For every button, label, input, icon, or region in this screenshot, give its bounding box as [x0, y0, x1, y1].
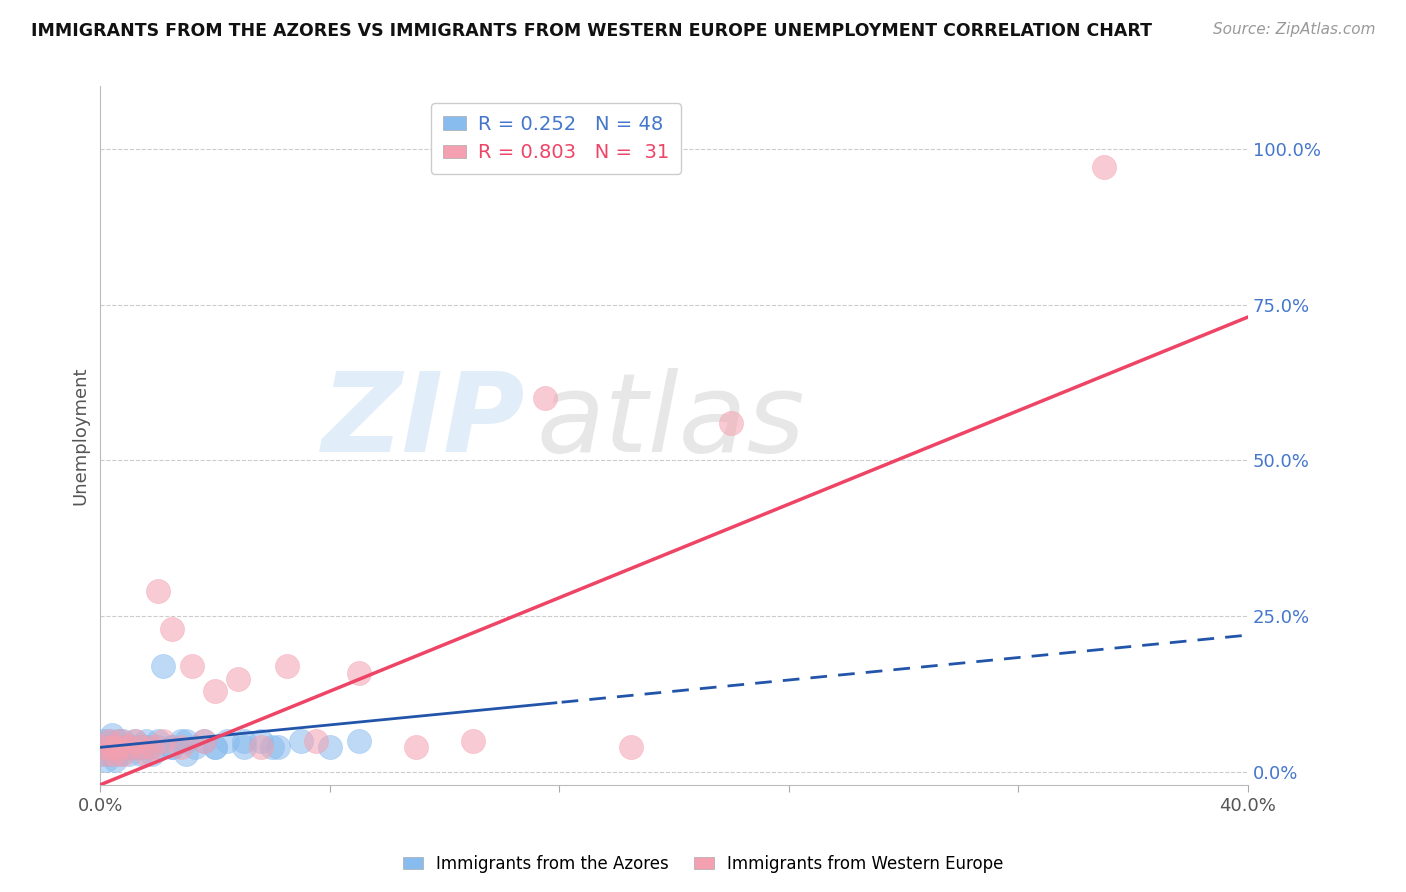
Point	[405, 740, 427, 755]
Point	[94, 740, 117, 755]
Point	[290, 734, 312, 748]
Point	[160, 622, 183, 636]
Point	[534, 391, 557, 405]
Point	[176, 734, 198, 748]
Point	[319, 740, 342, 755]
Point	[160, 740, 183, 755]
Point	[129, 740, 152, 755]
Point	[250, 734, 273, 748]
Point	[204, 684, 226, 698]
Point	[91, 747, 114, 761]
Point	[262, 740, 284, 755]
Point	[232, 734, 254, 748]
Point	[204, 740, 226, 755]
Point	[138, 740, 160, 755]
Point	[184, 740, 207, 755]
Point	[97, 734, 120, 748]
Point	[181, 659, 204, 673]
Point	[118, 740, 141, 755]
Point	[720, 416, 742, 430]
Point	[107, 740, 129, 755]
Point	[118, 740, 141, 755]
Point	[170, 740, 193, 755]
Point	[463, 734, 485, 748]
Point	[97, 747, 120, 761]
Point	[129, 747, 152, 761]
Point	[101, 740, 124, 755]
Point	[267, 740, 290, 755]
Point	[104, 740, 127, 755]
Point	[152, 734, 174, 748]
Point	[135, 747, 157, 761]
Point	[132, 740, 155, 755]
Point	[304, 734, 326, 748]
Y-axis label: Unemployment: Unemployment	[72, 367, 89, 505]
Point	[110, 740, 132, 755]
Point	[146, 584, 169, 599]
Point	[112, 734, 135, 748]
Point	[347, 665, 370, 680]
Point	[124, 734, 146, 748]
Point	[620, 740, 643, 755]
Point	[107, 734, 129, 748]
Point	[118, 747, 141, 761]
Point	[91, 740, 114, 755]
Point	[101, 740, 124, 755]
Point	[170, 734, 193, 748]
Text: Source: ZipAtlas.com: Source: ZipAtlas.com	[1212, 22, 1375, 37]
Point	[94, 753, 117, 767]
Point	[176, 747, 198, 761]
Point	[193, 734, 215, 748]
Point	[91, 734, 114, 748]
Text: ZIP: ZIP	[322, 368, 524, 475]
Text: atlas: atlas	[537, 368, 806, 475]
Point	[146, 734, 169, 748]
Point	[276, 659, 298, 673]
Point	[115, 740, 138, 755]
Point	[135, 734, 157, 748]
Legend: R = 0.252   N = 48, R = 0.803   N =  31: R = 0.252 N = 48, R = 0.803 N = 31	[432, 103, 681, 174]
Point	[160, 740, 183, 755]
Point	[132, 740, 155, 755]
Point	[193, 734, 215, 748]
Point	[204, 740, 226, 755]
Legend: Immigrants from the Azores, Immigrants from Western Europe: Immigrants from the Azores, Immigrants f…	[396, 848, 1010, 880]
Point	[101, 728, 124, 742]
Point	[121, 740, 143, 755]
Point	[124, 734, 146, 748]
Point	[104, 747, 127, 761]
Point	[94, 747, 117, 761]
Point	[232, 740, 254, 755]
Point	[110, 747, 132, 761]
Point	[141, 747, 163, 761]
Text: IMMIGRANTS FROM THE AZORES VS IMMIGRANTS FROM WESTERN EUROPE UNEMPLOYMENT CORREL: IMMIGRANTS FROM THE AZORES VS IMMIGRANTS…	[31, 22, 1152, 40]
Point	[1092, 161, 1115, 175]
Point	[347, 734, 370, 748]
Point	[146, 740, 169, 755]
Point	[110, 734, 132, 748]
Point	[127, 740, 149, 755]
Point	[112, 747, 135, 761]
Point	[141, 740, 163, 755]
Point	[215, 734, 238, 748]
Point	[226, 672, 249, 686]
Point	[152, 659, 174, 673]
Point	[104, 753, 127, 767]
Point	[250, 740, 273, 755]
Point	[97, 734, 120, 748]
Point	[91, 740, 114, 755]
